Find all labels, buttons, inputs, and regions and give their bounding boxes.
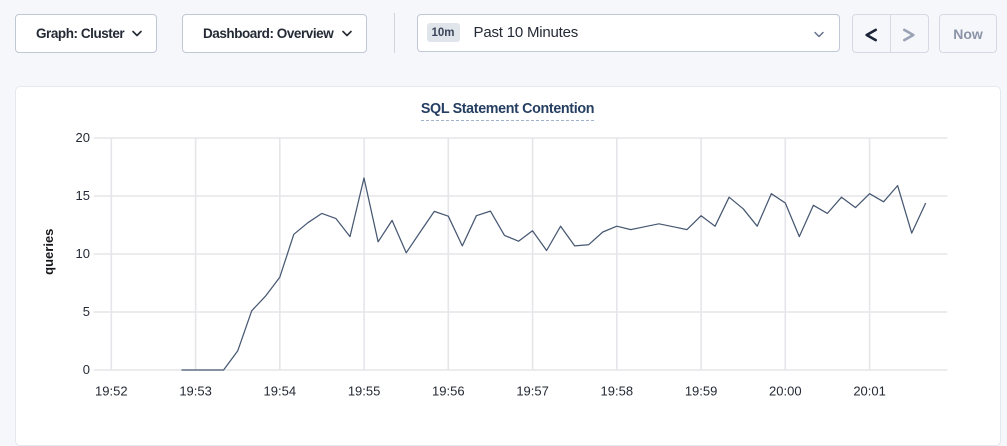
svg-text:20: 20 bbox=[76, 130, 90, 145]
svg-text:20:01: 20:01 bbox=[853, 384, 886, 399]
svg-text:5: 5 bbox=[83, 304, 90, 319]
svg-text:0: 0 bbox=[83, 362, 90, 377]
svg-text:queries: queries bbox=[41, 229, 56, 275]
svg-text:19:55: 19:55 bbox=[348, 384, 381, 399]
svg-text:15: 15 bbox=[76, 188, 90, 203]
svg-text:19:53: 19:53 bbox=[179, 384, 212, 399]
svg-text:19:58: 19:58 bbox=[601, 384, 634, 399]
svg-text:19:59: 19:59 bbox=[685, 384, 718, 399]
svg-text:20:00: 20:00 bbox=[769, 384, 802, 399]
svg-text:19:52: 19:52 bbox=[95, 384, 128, 399]
svg-text:19:57: 19:57 bbox=[516, 384, 549, 399]
svg-text:19:54: 19:54 bbox=[264, 384, 297, 399]
svg-text:19:56: 19:56 bbox=[432, 384, 465, 399]
svg-text:10: 10 bbox=[76, 246, 90, 261]
